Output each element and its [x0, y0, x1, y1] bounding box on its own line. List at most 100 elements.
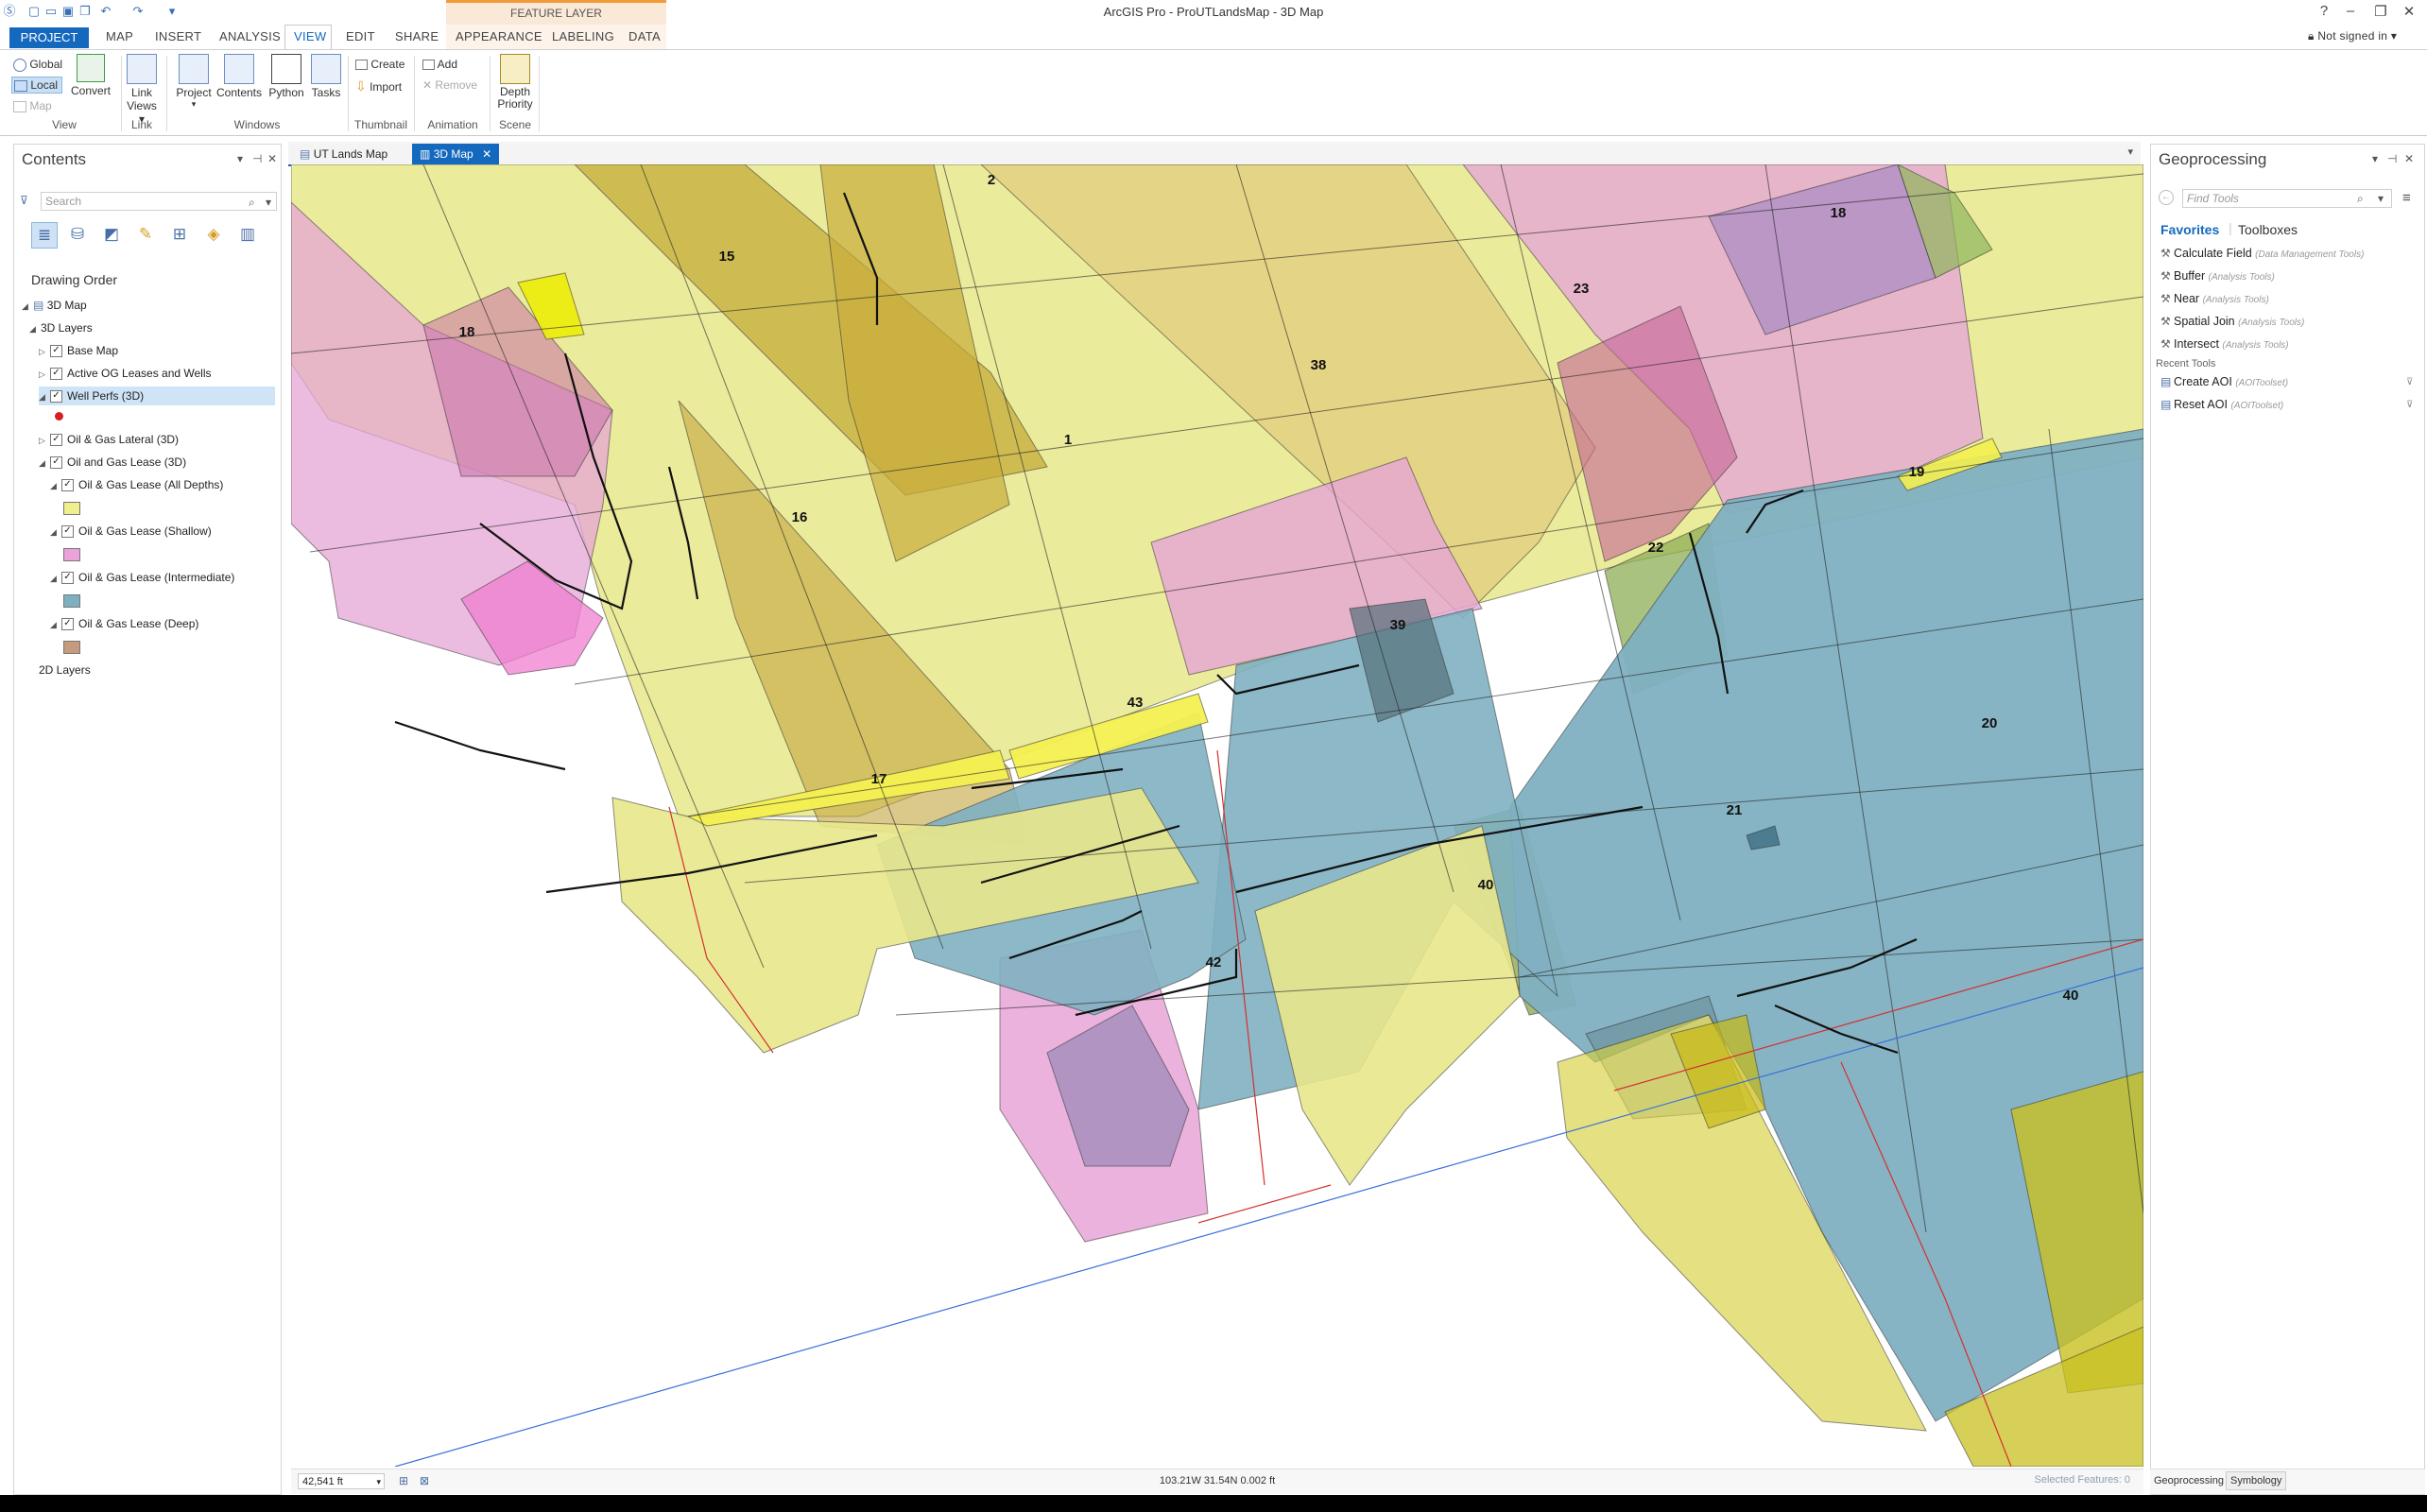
copy-icon[interactable]: ❐	[79, 4, 91, 18]
tree-item-deep[interactable]: ◢ ✓ Oil & Gas Lease (Deep)	[50, 617, 199, 631]
deep-swatch[interactable]	[63, 641, 80, 654]
grid-icon[interactable]: ⊠	[420, 1474, 430, 1487]
list-by-selection-icon[interactable]: ◩	[103, 225, 120, 243]
tab-geoprocessing[interactable]: Geoprocessing	[2154, 1475, 2224, 1486]
tab-symbology[interactable]: Symbology	[2226, 1471, 2287, 1490]
toolboxes-tab[interactable]: Toolboxes	[2238, 222, 2298, 237]
sign-in-status[interactable]: 🔒︎ Not signed in ▾	[2308, 29, 2398, 43]
list-by-source-icon[interactable]: ⛁	[70, 225, 85, 243]
tool-near[interactable]: ⚒ Near (Analysis Tools)	[2160, 292, 2269, 305]
tree-item-active-og[interactable]: ▷ ✓ Active OG Leases and Wells	[39, 367, 212, 381]
pane-menu-icon[interactable]: ▾	[237, 152, 244, 165]
intermediate-swatch[interactable]	[63, 594, 80, 608]
contents-search-input[interactable]: Search	[41, 192, 277, 211]
tool-create-aoi[interactable]: ▤ Create AOI (AOIToolset)	[2160, 375, 2289, 388]
search-icon[interactable]: ⌕	[2357, 192, 2364, 205]
pin-tool-icon[interactable]: ⊽	[2406, 377, 2414, 387]
tasks-button[interactable]: Tasks	[308, 54, 344, 99]
list-by-drawing-order-icon[interactable]: ≣	[31, 222, 58, 249]
tab-share[interactable]: SHARE	[395, 29, 439, 43]
tree-item-base-map[interactable]: ▷ ✓ Base Map	[39, 344, 119, 358]
tab-3d-map[interactable]: ▥ 3D Map ✕	[412, 144, 500, 164]
close-pane-icon[interactable]: ✕	[267, 152, 278, 165]
minimize-icon[interactable]: –	[2346, 3, 2355, 19]
layer-visibility-checkbox[interactable]: ✓	[61, 479, 74, 492]
back-arrow-icon[interactable]: ←	[2159, 190, 2174, 205]
pin-icon[interactable]: ⊣	[252, 152, 263, 165]
pin-icon[interactable]: ⊣	[2387, 152, 2398, 165]
tab-data[interactable]: DATA	[628, 29, 661, 43]
tree-item-3d-map[interactable]: ◢ ▤ 3D Map	[22, 299, 87, 312]
tab-appearance[interactable]: APPEARANCE	[456, 29, 542, 43]
tree-item-intermediate[interactable]: ◢ ✓ Oil & Gas Lease (Intermediate)	[50, 571, 235, 585]
search-options-icon[interactable]: ▾	[266, 196, 272, 209]
save-project-icon[interactable]: ▣	[61, 4, 75, 18]
layer-visibility-checkbox[interactable]: ✓	[50, 345, 62, 358]
convert-button[interactable]: Convert	[70, 54, 112, 97]
search-options-icon[interactable]: ▾	[2378, 192, 2384, 205]
tab-ut-lands-map[interactable]: ▤ UT Lands Map	[300, 147, 388, 161]
restore-icon[interactable]: ❐	[2374, 4, 2387, 20]
snapping-icon[interactable]: ⊞	[399, 1474, 409, 1487]
redo-icon[interactable]: ↷	[132, 4, 144, 18]
layer-visibility-checkbox[interactable]: ✓	[61, 525, 74, 539]
shallow-swatch[interactable]	[63, 548, 80, 561]
new-project-icon[interactable]: ▢	[27, 4, 41, 18]
layer-visibility-checkbox[interactable]: ✓	[50, 434, 62, 447]
close-tab-icon[interactable]: ✕	[482, 147, 492, 161]
scene-canvas[interactable]: 2 15 18 1 38 16 23 18 19 22 39 43 17 20 …	[291, 164, 2143, 1467]
tab-map[interactable]: MAP	[106, 29, 134, 43]
global-button[interactable]: Global	[13, 58, 62, 72]
tool-spatial-join[interactable]: ⚒ Spatial Join (Analysis Tools)	[2160, 315, 2305, 328]
tree-item-all-depths[interactable]: ◢ ✓ Oil & Gas Lease (All Depths)	[50, 478, 224, 492]
all-depths-swatch[interactable]	[63, 502, 80, 515]
layer-visibility-checkbox[interactable]: ✓	[50, 390, 62, 404]
list-by-snapping-icon[interactable]: ⊞	[172, 225, 187, 243]
tree-item-3d-layers[interactable]: ◢ 3D Layers	[29, 321, 93, 335]
customize-toolbar-icon[interactable]: ▾	[168, 4, 176, 18]
tab-analysis[interactable]: ANALYSIS	[219, 29, 282, 43]
tree-item-oil-gas-lease[interactable]: ◢ ✓ Oil and Gas Lease (3D)	[39, 455, 187, 470]
tab-view[interactable]: VIEW	[294, 29, 327, 43]
tab-edit[interactable]: EDIT	[346, 29, 375, 43]
search-icon[interactable]: ⌕	[249, 196, 255, 209]
add-keyframe-button[interactable]: Add	[422, 58, 457, 71]
depth-priority-button[interactable]: Depth Priority	[493, 54, 537, 111]
hamburger-menu-icon[interactable]: ≡	[2402, 190, 2411, 206]
import-thumbnail-button[interactable]: ⇩ Import	[355, 78, 403, 94]
scale-input[interactable]: 42,541 ft ▾	[298, 1473, 385, 1489]
tab-labeling[interactable]: LABELING	[552, 29, 614, 43]
list-charts-icon[interactable]: ▥	[239, 225, 256, 243]
selected-features-count[interactable]: Selected Features: 0	[2034, 1474, 2130, 1486]
contents-pane-button[interactable]: Contents	[215, 54, 263, 99]
tool-intersect[interactable]: ⚒ Intersect (Analysis Tools)	[2160, 337, 2289, 351]
map-view-button[interactable]: Map	[13, 99, 52, 112]
tab-insert[interactable]: INSERT	[155, 29, 202, 43]
python-button[interactable]: Python	[265, 54, 308, 99]
layer-visibility-checkbox[interactable]: ✓	[50, 368, 62, 381]
close-pane-icon[interactable]: ✕	[2404, 152, 2415, 165]
tab-list-icon[interactable]: ▾	[2127, 146, 2133, 158]
pin-tool-icon[interactable]: ⊽	[2406, 400, 2414, 410]
list-by-labeling-icon[interactable]: ◈	[207, 225, 220, 243]
project-pane-button[interactable]: Project ▾	[174, 54, 214, 110]
favorites-tab[interactable]: Favorites	[2160, 222, 2220, 237]
scale-dropdown-icon[interactable]: ▾	[376, 1477, 381, 1486]
layer-visibility-checkbox[interactable]: ✓	[61, 572, 74, 585]
help-icon[interactable]: ?	[2319, 3, 2329, 19]
pane-menu-icon[interactable]: ▾	[2372, 152, 2379, 165]
open-project-icon[interactable]: ▭	[44, 4, 58, 18]
list-by-editing-icon[interactable]: ✎	[138, 225, 153, 243]
tree-item-shallow[interactable]: ◢ ✓ Oil & Gas Lease (Shallow)	[50, 524, 212, 539]
well-perfs-symbol[interactable]	[55, 412, 63, 421]
tool-buffer[interactable]: ⚒ Buffer (Analysis Tools)	[2160, 269, 2275, 283]
tree-item-2d-layers[interactable]: 2D Layers	[39, 663, 91, 677]
filter-icon[interactable]: ⊽	[20, 194, 28, 207]
tree-item-well-perfs[interactable]: ◢ ✓ Well Perfs (3D)	[39, 387, 275, 405]
layer-visibility-checkbox[interactable]: ✓	[50, 456, 62, 470]
tree-item-lateral[interactable]: ▷ ✓ Oil & Gas Lateral (3D)	[39, 433, 180, 447]
scene-view[interactable]: 2 15 18 1 38 16 23 18 19 22 39 43 17 20 …	[291, 164, 2143, 1467]
close-window-icon[interactable]: ✕	[2402, 4, 2416, 20]
tab-project[interactable]: PROJECT	[9, 27, 89, 48]
remove-keyframe-button[interactable]: ✕ Remove	[422, 78, 478, 92]
